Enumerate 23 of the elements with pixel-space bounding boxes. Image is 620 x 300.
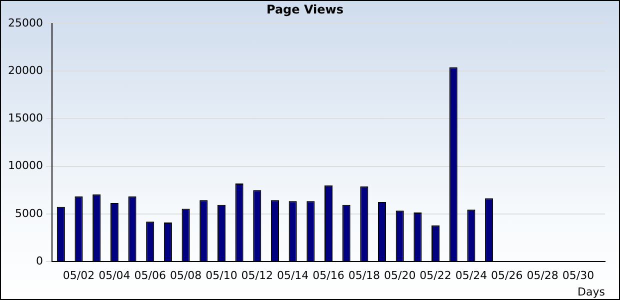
x-tick-label: 05/02 (62, 269, 95, 282)
x-tick-label: 05/04 (98, 269, 130, 282)
x-axis-title: Days (578, 285, 606, 298)
x-tick-label: 05/20 (384, 269, 416, 282)
y-tick-label: 0 (36, 254, 43, 268)
x-tick-label: 05/26 (491, 269, 523, 282)
y-tick-label: 15000 (8, 112, 43, 125)
x-tick-label: 05/30 (562, 269, 594, 282)
x-tick-label: 05/22 (420, 269, 452, 282)
x-tick-label: 05/24 (455, 269, 488, 282)
x-tick-label: 05/10 (206, 269, 238, 282)
x-tick-label: 05/12 (241, 269, 273, 282)
chart-title: Page Views (266, 2, 344, 16)
y-tick-label: 10000 (8, 159, 43, 172)
x-tick-label: 05/28 (526, 269, 558, 282)
x-tick-label: 05/08 (170, 269, 202, 282)
y-tick-label: 25000 (8, 16, 43, 30)
x-tick-label: 05/18 (348, 269, 380, 282)
x-tick-label: 05/14 (276, 269, 309, 282)
x-tick-label: 05/06 (134, 269, 166, 282)
x-tick-label: 05/16 (312, 269, 344, 282)
y-tick-label: 20000 (8, 64, 43, 77)
y-tick-label: 5000 (14, 206, 43, 220)
